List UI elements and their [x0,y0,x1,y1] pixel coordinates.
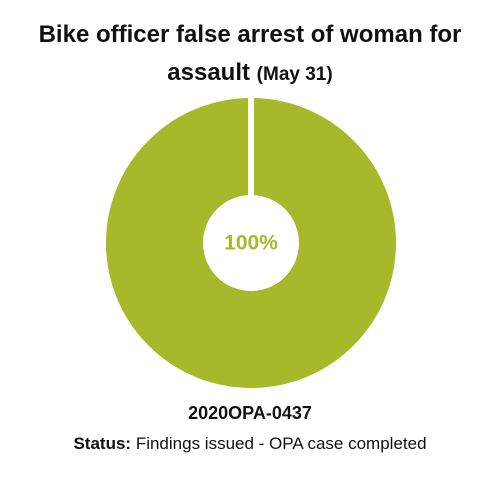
status-line: Status: Findings issued - OPA case compl… [0,434,500,454]
case-number: 2020OPA-0437 [188,403,312,423]
status-text: Findings issued - OPA case completed [135,434,427,453]
chart-title-block: Bike officer false arrest of woman for a… [5,16,495,94]
status-label: Status: [73,434,132,453]
chart-title: Bike officer false arrest of woman for a… [38,21,462,86]
value-label: 100% [224,232,278,255]
pie-slice [100,91,402,395]
chart-subtitle: (May 31) [256,64,333,85]
